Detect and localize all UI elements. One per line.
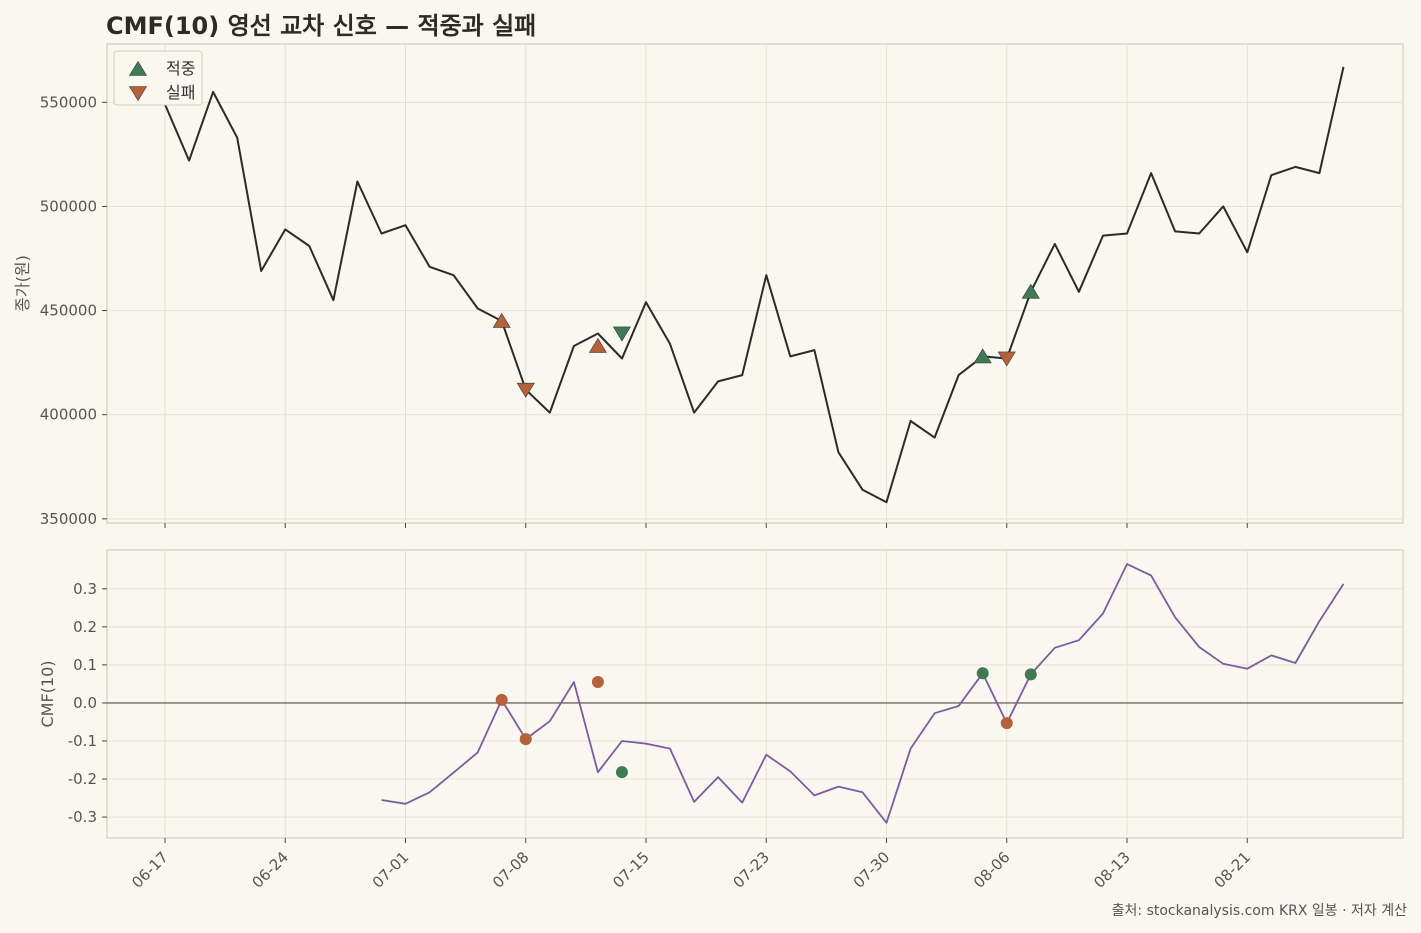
price-ytick-label: 400000 [40, 406, 97, 424]
price-signal-marker [1021, 283, 1040, 299]
x-tick-label: 07-15 [609, 848, 653, 892]
price-ylabel: 종가(원) [13, 255, 32, 312]
legend-hit-icon [128, 60, 148, 76]
cmf-signal-dot [976, 667, 989, 680]
cmf-signal-dot [1000, 717, 1013, 730]
x-tick-label: 08-21 [1211, 848, 1255, 892]
price-ytick-label: 500000 [40, 197, 97, 215]
price-signal-marker [588, 337, 607, 353]
x-tick-label: 07-01 [369, 848, 413, 892]
cmf-ytick-label: 0.1 [73, 656, 97, 674]
legend-miss-label: 실패 [166, 83, 195, 102]
price-gridlines [107, 44, 1403, 523]
cmf-ytick-label: -0.3 [68, 808, 97, 826]
cmf-signal-dot [519, 733, 532, 746]
x-tick-label: 07-08 [489, 848, 533, 892]
cmf-ytick-label: 0.0 [73, 694, 97, 712]
price-ytick-label: 450000 [40, 302, 97, 320]
cmf-ytick-label: 0.2 [73, 618, 97, 636]
price-signal-marker [492, 312, 511, 328]
price-signal-marker [997, 351, 1016, 367]
x-tick-label: 08-06 [970, 848, 1014, 892]
cmf-panel-frame [106, 549, 1404, 839]
cmf-ytick-label: -0.2 [68, 770, 97, 788]
cmf-signal-dot [615, 766, 628, 779]
cmf-series-line [381, 563, 1345, 824]
source-note: 출처: stockanalysis.com KRX 일봉 · 저자 계산 [1111, 903, 1407, 919]
legend-miss-icon [128, 86, 148, 102]
x-tick-label: 07-30 [850, 848, 894, 892]
cmf-gridlines [107, 550, 1403, 838]
price-panel-frame [106, 43, 1404, 524]
cmf-ytick-label: 0.3 [73, 580, 97, 598]
price-series-line [164, 66, 1345, 504]
cmf-ytick-label: -0.1 [68, 732, 97, 750]
x-tick-label: 08-13 [1090, 848, 1134, 892]
price-ytick-label: 350000 [40, 510, 97, 528]
cmf-panel: 06-17 06-24 07-01 07-08 07-15 07-23 07-30 08-06… [38, 549, 1404, 892]
legend-hit-label: 적중 [166, 59, 195, 78]
cmf-signal-dot [495, 693, 508, 706]
cmf-ylabel: CMF(10) [38, 660, 57, 727]
cmf-signal-dot [1024, 668, 1037, 681]
x-tick-label: 07-23 [730, 848, 774, 892]
x-tick-label: 06-24 [249, 848, 293, 892]
price-ytick-label: 550000 [40, 93, 97, 111]
price-signal-marker [612, 326, 631, 342]
cmf-signal-dot [591, 676, 604, 689]
price-signal-marker [516, 382, 535, 398]
chart-title: CMF(10) 영선 교차 신호 — 적중과 실패 [106, 12, 537, 40]
x-tick-label: 06-17 [128, 848, 172, 892]
price-signal-marker [973, 348, 992, 364]
